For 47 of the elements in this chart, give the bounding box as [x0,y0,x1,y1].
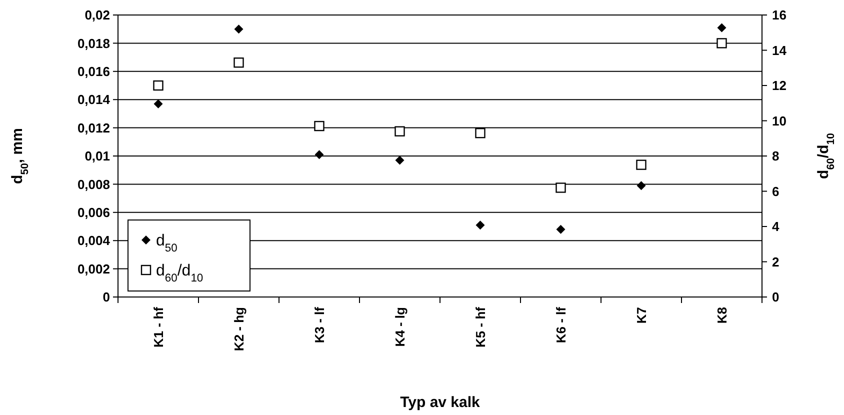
y-tick-label: 0,018 [77,36,110,51]
y-tick-label: 0,006 [77,204,110,220]
y2-tick-label: 16 [772,8,786,23]
point [153,80,164,91]
x-tick-label: K8 [714,307,730,324]
point [475,128,486,138]
y-tick-label: 0,01 [84,148,110,164]
point [314,150,324,160]
point [395,156,404,165]
y-tick-label: 0,014 [77,92,111,108]
x-tick-label: K2 - hg [231,306,246,352]
y2-tick-label: 4 [772,219,780,234]
point [636,160,646,170]
point [556,182,566,193]
point [476,220,485,230]
y2-tick-label: 0 [772,290,780,305]
x-tick-label: K6 - lf [553,306,568,344]
y2-tick-label: 10 [772,113,786,128]
y-tick-label: 0,002 [77,261,110,276]
legend-label: d$_{50}$ [156,232,178,255]
y-tick-label: 0,016 [77,64,110,79]
y-tick-label: 0 [102,290,110,305]
point [556,224,566,234]
point [716,38,727,48]
y-tick-label: 0,012 [77,120,110,136]
point [636,181,646,190]
point [154,99,163,108]
y2-tick-label: 14 [772,42,788,58]
y-tick-label: 0,004 [77,233,111,248]
legend-label: d$_{60}$/d$_{10}$ [156,262,204,285]
point [717,23,726,32]
y2-tick-label: 6 [772,184,780,199]
x-tick-label: K5 - hf [472,306,488,348]
x-axis-title: Typ av kalk [400,394,481,411]
point [314,120,324,132]
point [234,57,244,68]
point [394,126,405,136]
y2-tick-label: 2 [772,254,780,270]
y-tick-label: 0,02 [84,8,110,23]
y2-tick-label: 8 [772,148,780,164]
point [234,24,244,34]
x-tick-label: K3 - lf [312,306,327,344]
x-tick-label: K7 [634,307,649,324]
x-tick-label: K4 - lg [392,306,408,347]
x-tick-label: K1 - hf [150,306,166,348]
y-tick-label: 0,008 [77,176,110,192]
y2-tick-label: 12 [772,78,786,94]
